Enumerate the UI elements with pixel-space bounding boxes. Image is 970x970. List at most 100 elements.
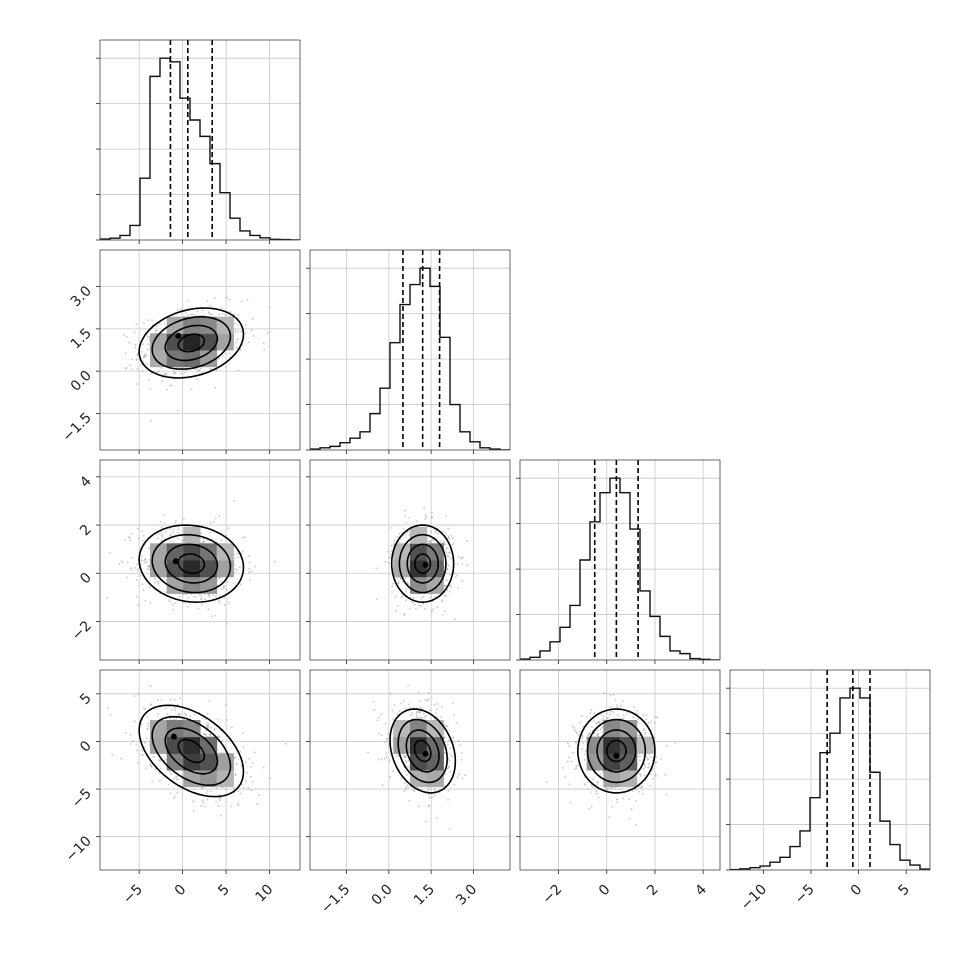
scatter-point (251, 789, 253, 792)
scatter-point (223, 604, 226, 606)
scatter-point (196, 310, 199, 313)
scatter-point (161, 380, 164, 382)
scatter-point (431, 516, 434, 519)
scatter-point (410, 714, 412, 717)
scatter-point (418, 604, 421, 607)
scatter-point (245, 779, 248, 782)
scatter-point (192, 313, 195, 316)
scatter-point (174, 795, 176, 798)
joint-panel-1-0: −1.5 0.0 1.5 3.0 (59, 249, 301, 454)
contour-line-0 (177, 553, 206, 575)
scatter-point (141, 539, 144, 542)
scatter-point (428, 796, 431, 799)
scatter-point (440, 716, 442, 718)
scatter-point (446, 588, 449, 591)
scatter-point (380, 713, 383, 716)
scatter-point (206, 798, 209, 801)
scatter-point (226, 622, 228, 625)
density-cell (410, 576, 428, 594)
scatter-point (377, 759, 380, 761)
scatter-point (172, 778, 175, 780)
scatter-point (444, 610, 447, 612)
scatter-point (545, 781, 548, 783)
scatter-point (405, 788, 407, 790)
scatter-point (394, 595, 397, 598)
scatter-point (224, 704, 227, 706)
scatter-point (572, 751, 574, 754)
scatter-point (124, 538, 126, 541)
scatter-point (411, 712, 413, 714)
scatter-point (160, 367, 163, 369)
scatter-point (170, 540, 173, 543)
scatter-point (408, 707, 411, 709)
scatter-point (390, 553, 392, 555)
scatter-point (157, 580, 160, 583)
scatter-point (131, 358, 134, 361)
density-cell (603, 720, 621, 738)
scatter-point (220, 814, 223, 817)
scatter-point (227, 527, 230, 530)
scatter-point (130, 533, 133, 535)
contour-line-0 (414, 553, 432, 575)
density-cell (410, 770, 428, 788)
scatter-point (576, 764, 579, 767)
scatter-point (398, 532, 401, 535)
scatter-point (412, 788, 415, 791)
scatter-point (171, 603, 174, 606)
scatter-point (401, 595, 404, 597)
scatter-point (579, 721, 582, 724)
scatter-point (590, 784, 593, 787)
scatter-point (407, 703, 410, 706)
scatter-point (85, 352, 87, 354)
scatter-point (230, 805, 233, 808)
scatter-point (655, 761, 658, 764)
scatter-point (389, 692, 392, 695)
scatter-point (446, 767, 449, 770)
scatter-point (144, 561, 147, 564)
scatter-point (582, 735, 584, 737)
scatter-point (648, 762, 650, 765)
scatter-point (151, 780, 154, 783)
scatter-point (454, 576, 457, 578)
scatter-point (453, 714, 455, 717)
scatter-point (200, 532, 203, 535)
scatter-point (158, 370, 161, 373)
scatter-point (155, 330, 157, 332)
density-cell (183, 560, 201, 578)
scatter-point (451, 544, 454, 546)
joint-panel-3-1: −1.5 0.0 1.5 3.0 (306, 669, 511, 917)
scatter-point (447, 535, 450, 538)
scatter-point (593, 711, 596, 714)
scatter-point (230, 726, 233, 729)
scatter-point (137, 527, 139, 530)
scatter-point (449, 549, 452, 552)
scatter-point (404, 533, 407, 536)
scatter-point (248, 554, 250, 557)
scatter-point (394, 609, 397, 612)
scatter-point (109, 714, 112, 716)
scatter-point (169, 718, 171, 720)
density-cell (183, 350, 201, 368)
scatter-point (237, 804, 240, 807)
scatter-point (236, 338, 239, 340)
scatter-point (447, 790, 450, 792)
scatter-point (419, 716, 422, 719)
joint-panel-3-2: −2 0 2 4 (516, 669, 721, 907)
scatter-point (431, 796, 433, 799)
scatter-point (221, 740, 224, 742)
scatter-point (250, 570, 253, 573)
scatter-point (398, 710, 401, 713)
scatter-point (128, 341, 131, 344)
scatter-point (173, 797, 176, 800)
scatter-point (640, 785, 643, 788)
scatter-point (126, 576, 129, 579)
scatter-point (616, 798, 618, 801)
scatter-point (397, 580, 400, 582)
scatter-point (391, 591, 393, 593)
scatter-point (169, 600, 172, 603)
scatter-point (573, 726, 575, 729)
scatter-point (416, 716, 419, 719)
scatter-point (458, 773, 461, 776)
scatter-point (212, 594, 214, 597)
scatter-point (129, 734, 132, 736)
